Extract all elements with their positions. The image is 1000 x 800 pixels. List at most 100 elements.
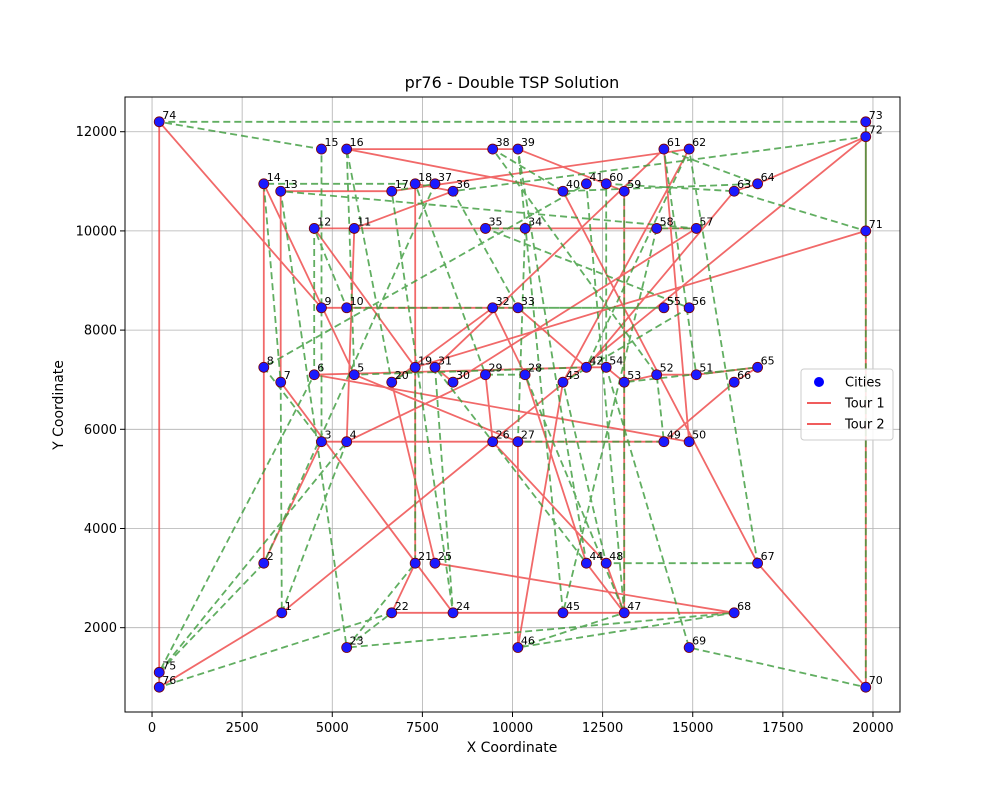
city-label: 29 — [488, 362, 502, 375]
x-tick-label: 0 — [148, 721, 156, 736]
city-point — [512, 302, 524, 314]
city-point — [480, 223, 491, 234]
city-point — [308, 223, 320, 234]
city-label: 61 — [667, 136, 681, 149]
city-label: 22 — [395, 600, 409, 613]
city-point — [153, 681, 165, 693]
y-tick-label: 10000 — [76, 224, 117, 239]
city-label: 12 — [317, 215, 331, 228]
city-point — [618, 185, 630, 197]
city-label: 70 — [869, 674, 883, 687]
city-point — [316, 436, 327, 448]
city-label: 8 — [267, 354, 274, 367]
city-label: 16 — [350, 136, 364, 149]
city-label: 27 — [521, 429, 535, 442]
city-point — [557, 376, 569, 388]
city-point — [429, 557, 441, 569]
city-point — [600, 361, 612, 373]
city-label: 2 — [267, 550, 274, 563]
city-point — [580, 557, 592, 569]
city-label: 43 — [566, 369, 580, 382]
city-label: 47 — [627, 600, 641, 613]
city-point — [341, 143, 353, 155]
city-label: 26 — [496, 429, 510, 442]
city-label: 54 — [609, 354, 623, 367]
city-label: 37 — [438, 171, 452, 184]
city-point — [600, 178, 612, 190]
x-tick-label: 17500 — [762, 721, 803, 736]
city-point — [341, 642, 353, 653]
city-point — [860, 225, 872, 237]
city-point — [409, 557, 421, 569]
city-label: 74 — [162, 109, 176, 122]
y-tick-label: 8000 — [84, 324, 117, 339]
city-point — [600, 557, 612, 569]
city-label: 44 — [589, 550, 603, 563]
city-label: 28 — [528, 362, 542, 375]
city-point — [153, 666, 165, 678]
city-label: 14 — [267, 171, 281, 184]
legend-label: Tour 2 — [844, 418, 885, 433]
city-point — [348, 369, 360, 381]
city-point — [658, 436, 670, 448]
city-point — [512, 436, 524, 448]
y-tick-label: 4000 — [84, 522, 117, 537]
city-point — [512, 143, 524, 155]
x-tick-label: 15000 — [672, 721, 713, 736]
x-tick-label: 10000 — [492, 721, 533, 736]
city-label: 58 — [660, 215, 674, 228]
city-label: 7 — [284, 369, 291, 382]
city-point — [683, 302, 695, 314]
city-point — [341, 302, 353, 314]
city-point — [860, 681, 872, 693]
city-point — [752, 361, 764, 373]
city-label: 13 — [284, 178, 298, 191]
city-point — [275, 185, 287, 197]
city-label: 46 — [521, 635, 535, 648]
city-label: 5 — [357, 362, 364, 375]
city-point — [618, 376, 630, 388]
city-point — [728, 185, 740, 197]
city-label: 33 — [521, 295, 535, 308]
city-point — [683, 143, 695, 155]
city-point — [316, 302, 327, 314]
city-point — [429, 361, 441, 373]
city-label: 24 — [456, 600, 470, 613]
tour2-path — [158, 120, 867, 689]
x-tick-label: 7500 — [406, 721, 439, 736]
city-point — [580, 178, 592, 190]
grid-lines — [125, 97, 900, 712]
city-label: 36 — [456, 178, 470, 191]
city-label: 11 — [357, 215, 371, 228]
city-label: 10 — [350, 295, 364, 308]
legend: Cities Tour 1 Tour 2 — [800, 368, 894, 441]
city-label: 57 — [699, 215, 713, 228]
city-label: 69 — [692, 635, 706, 648]
city-point — [512, 642, 524, 653]
city-label: 17 — [395, 178, 409, 191]
city-point — [519, 369, 531, 381]
city-point — [316, 143, 327, 155]
city-label: 65 — [761, 354, 775, 367]
city-label: 68 — [737, 600, 751, 613]
y-tick-label: 6000 — [84, 423, 117, 438]
city-label: 6 — [317, 362, 324, 375]
city-label: 18 — [418, 171, 432, 184]
city-point — [728, 607, 740, 619]
city-point — [690, 369, 702, 381]
legend-label: Tour 1 — [844, 397, 885, 412]
x-tick-label: 2500 — [226, 721, 259, 736]
city-label: 35 — [488, 215, 502, 228]
city-point — [683, 642, 695, 653]
city-label: 72 — [869, 124, 883, 137]
city-label: 55 — [667, 295, 681, 308]
tick-layer: 0 2500 5000 7500 10000 12500 15000 17500 20000 20… — [76, 125, 894, 736]
city-point — [447, 185, 459, 197]
city-label: 56 — [692, 295, 706, 308]
city-label: 52 — [660, 362, 674, 375]
y-axis-label: Y Coordinate — [51, 360, 67, 451]
city-label: 42 — [589, 354, 603, 367]
city-point — [258, 178, 270, 190]
